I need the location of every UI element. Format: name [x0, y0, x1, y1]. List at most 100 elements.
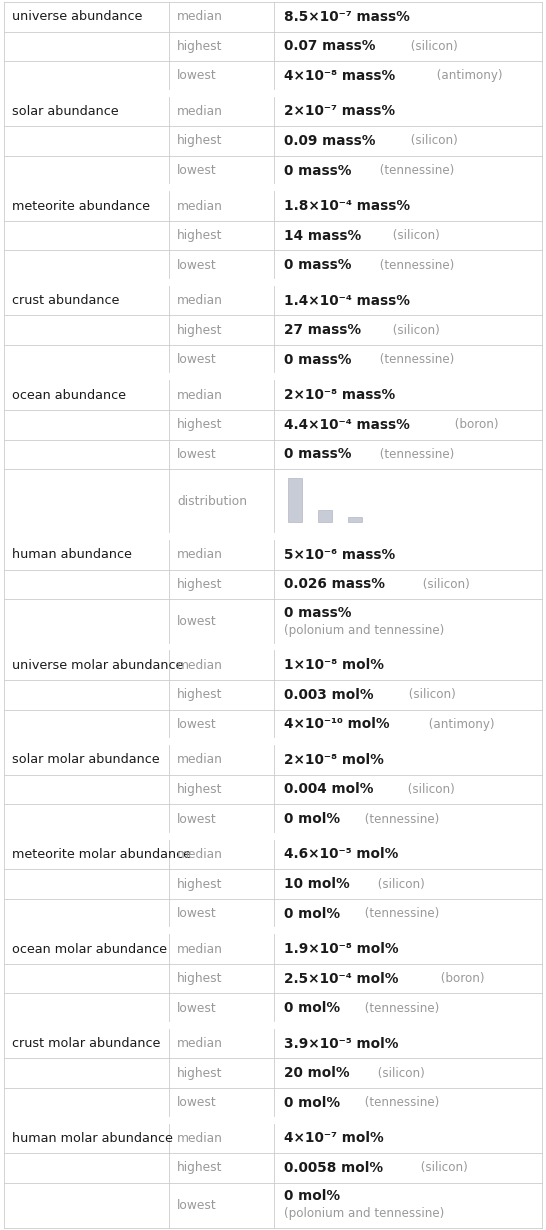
Text: median: median: [177, 1132, 223, 1145]
Text: ocean molar abundance: ocean molar abundance: [12, 942, 167, 956]
Text: lowest: lowest: [177, 353, 217, 367]
Text: (polonium and tennessine): (polonium and tennessine): [284, 624, 444, 637]
Text: median: median: [177, 294, 223, 308]
Text: (silicon): (silicon): [417, 1161, 468, 1175]
Text: 8.5×10⁻⁷ mass%: 8.5×10⁻⁷ mass%: [284, 10, 410, 23]
Text: 4.4×10⁻⁴ mass%: 4.4×10⁻⁴ mass%: [284, 418, 410, 432]
Text: (tennessine): (tennessine): [361, 1096, 440, 1109]
Text: 0.07 mass%: 0.07 mass%: [284, 39, 376, 53]
Text: (silicon): (silicon): [374, 877, 425, 891]
Text: median: median: [177, 105, 223, 118]
Text: lowest: lowest: [177, 448, 217, 461]
Text: 3.9×10⁻⁵ mol%: 3.9×10⁻⁵ mol%: [284, 1037, 399, 1050]
Text: highest: highest: [177, 784, 223, 796]
Text: (silicon): (silicon): [389, 229, 440, 242]
Text: median: median: [177, 549, 223, 561]
Text: meteorite abundance: meteorite abundance: [12, 199, 150, 213]
Text: 27 mass%: 27 mass%: [284, 323, 361, 337]
Text: 1×10⁻⁸ mol%: 1×10⁻⁸ mol%: [284, 658, 384, 673]
Text: universe molar abundance: universe molar abundance: [12, 659, 183, 672]
Bar: [348, 517, 362, 523]
Text: median: median: [177, 389, 223, 402]
Text: (silicon): (silicon): [389, 323, 440, 337]
Text: (boron): (boron): [437, 972, 484, 985]
Text: (tennessine): (tennessine): [376, 448, 454, 461]
Text: 0 mol%: 0 mol%: [284, 907, 340, 920]
Text: highest: highest: [177, 418, 223, 432]
Text: lowest: lowest: [177, 1199, 217, 1212]
Text: (silicon): (silicon): [407, 134, 458, 148]
Bar: [318, 510, 332, 523]
Text: median: median: [177, 753, 223, 766]
Text: 2×10⁻⁸ mol%: 2×10⁻⁸ mol%: [284, 753, 384, 766]
Text: highest: highest: [177, 578, 223, 590]
Text: 0 mass%: 0 mass%: [284, 606, 352, 620]
Text: (silicon): (silicon): [405, 784, 455, 796]
Text: (silicon): (silicon): [373, 1066, 424, 1080]
Text: 0.09 mass%: 0.09 mass%: [284, 134, 376, 148]
Text: (polonium and tennessine): (polonium and tennessine): [284, 1207, 444, 1220]
Text: highest: highest: [177, 134, 223, 148]
Text: 0 mol%: 0 mol%: [284, 1001, 340, 1015]
Text: 0 mol%: 0 mol%: [284, 1189, 340, 1203]
Text: 10 mol%: 10 mol%: [284, 877, 349, 891]
Text: 2×10⁻⁸ mass%: 2×10⁻⁸ mass%: [284, 389, 395, 402]
Text: 5×10⁻⁶ mass%: 5×10⁻⁶ mass%: [284, 547, 395, 562]
Text: 2×10⁻⁷ mass%: 2×10⁻⁷ mass%: [284, 105, 395, 118]
Text: human molar abundance: human molar abundance: [12, 1132, 173, 1145]
Text: 0 mol%: 0 mol%: [284, 1096, 340, 1109]
Text: 0 mass%: 0 mass%: [284, 258, 352, 272]
Text: highest: highest: [177, 1161, 223, 1175]
Text: 0.026 mass%: 0.026 mass%: [284, 577, 385, 592]
Text: 0 mass%: 0 mass%: [284, 448, 352, 461]
Text: 20 mol%: 20 mol%: [284, 1066, 349, 1080]
Text: (silicon): (silicon): [407, 39, 458, 53]
Text: highest: highest: [177, 39, 223, 53]
Text: lowest: lowest: [177, 813, 217, 825]
Text: 0 mass%: 0 mass%: [284, 164, 352, 177]
Text: crust abundance: crust abundance: [12, 294, 120, 308]
Text: 0.0058 mol%: 0.0058 mol%: [284, 1161, 383, 1175]
Text: highest: highest: [177, 1066, 223, 1080]
Text: 0 mol%: 0 mol%: [284, 812, 340, 827]
Text: 0.004 mol%: 0.004 mol%: [284, 782, 373, 797]
Text: lowest: lowest: [177, 69, 217, 82]
Text: distribution: distribution: [177, 496, 247, 508]
Text: solar molar abundance: solar molar abundance: [12, 753, 159, 766]
Text: universe abundance: universe abundance: [12, 10, 143, 23]
Text: crust molar abundance: crust molar abundance: [12, 1037, 161, 1050]
Text: 14 mass%: 14 mass%: [284, 229, 361, 242]
Text: median: median: [177, 847, 223, 861]
Text: median: median: [177, 942, 223, 956]
Text: 4.6×10⁻⁵ mol%: 4.6×10⁻⁵ mol%: [284, 847, 398, 861]
Text: 4×10⁻⁷ mol%: 4×10⁻⁷ mol%: [284, 1132, 384, 1145]
Text: 1.9×10⁻⁸ mol%: 1.9×10⁻⁸ mol%: [284, 942, 399, 956]
Text: lowest: lowest: [177, 164, 217, 177]
Text: (tennessine): (tennessine): [376, 164, 454, 177]
Text: (silicon): (silicon): [419, 578, 470, 590]
Text: human abundance: human abundance: [12, 549, 132, 561]
Text: lowest: lowest: [177, 258, 217, 272]
Text: solar abundance: solar abundance: [12, 105, 118, 118]
Text: lowest: lowest: [177, 1096, 217, 1109]
Text: ocean abundance: ocean abundance: [12, 389, 126, 402]
Text: 0.003 mol%: 0.003 mol%: [284, 688, 373, 702]
Text: lowest: lowest: [177, 615, 217, 629]
Text: (tennessine): (tennessine): [361, 907, 440, 920]
Text: meteorite molar abundance: meteorite molar abundance: [12, 847, 191, 861]
Text: (tennessine): (tennessine): [376, 258, 454, 272]
Text: (tennessine): (tennessine): [361, 813, 440, 825]
Text: highest: highest: [177, 323, 223, 337]
Text: highest: highest: [177, 689, 223, 701]
Text: median: median: [177, 1037, 223, 1050]
Text: lowest: lowest: [177, 1001, 217, 1015]
Text: lowest: lowest: [177, 718, 217, 731]
Text: (antimony): (antimony): [425, 718, 495, 731]
Text: highest: highest: [177, 229, 223, 242]
Text: 0 mass%: 0 mass%: [284, 353, 352, 367]
Bar: [288, 478, 302, 523]
Text: 2.5×10⁻⁴ mol%: 2.5×10⁻⁴ mol%: [284, 972, 399, 985]
Text: (antimony): (antimony): [432, 69, 502, 82]
Text: median: median: [177, 199, 223, 213]
Text: (tennessine): (tennessine): [376, 353, 454, 367]
